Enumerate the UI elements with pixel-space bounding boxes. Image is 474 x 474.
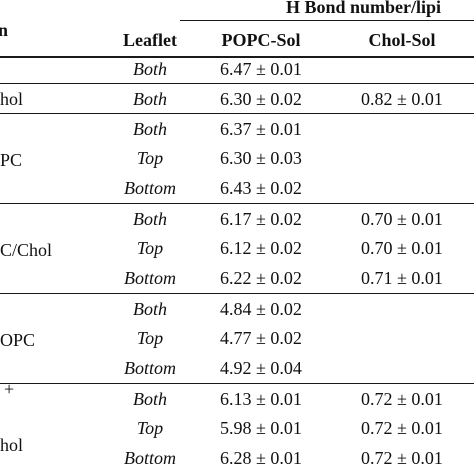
cell-popc-sol: 4.77 ± 0.02 [220, 328, 302, 348]
cell-leaflet: Both [133, 59, 167, 79]
cell-popc-sol: 6.43 ± 0.02 [220, 178, 302, 198]
group-divider [0, 203, 474, 204]
system-label: PC [0, 150, 23, 170]
column-header-chol-sol: Chol-Sol [368, 30, 436, 50]
cell-popc-sol: 4.92 ± 0.04 [220, 358, 302, 378]
cell-popc-sol: 6.12 ± 0.02 [220, 238, 302, 258]
group-divider [0, 383, 474, 384]
header-group-rule [180, 20, 474, 21]
cell-leaflet: Both [133, 119, 167, 139]
cell-popc-sol: 6.22 ± 0.02 [220, 268, 302, 288]
cell-leaflet: Bottom [124, 358, 176, 378]
cell-popc-sol: 6.30 ± 0.02 [220, 89, 302, 109]
system-label-line2: hol [0, 435, 24, 455]
group-divider [0, 293, 474, 294]
cell-popc-sol: 5.98 ± 0.01 [220, 418, 302, 438]
cell-popc-sol: 6.30 ± 0.03 [220, 148, 302, 168]
cell-leaflet: Both [133, 209, 167, 229]
cell-leaflet: Top [136, 238, 164, 258]
cell-leaflet: Bottom [124, 448, 176, 468]
system-label-line1: + [4, 379, 15, 399]
cell-chol-sol: 0.82 ± 0.01 [361, 89, 443, 109]
system-label: C/Chol [0, 240, 53, 260]
system-label: OPC [0, 330, 36, 350]
cell-leaflet: Top [136, 418, 164, 438]
header-bottom-rule [0, 56, 474, 58]
cell-chol-sol: 0.72 ± 0.01 [361, 448, 443, 468]
system-label: hol [0, 89, 24, 109]
cell-leaflet: Both [133, 389, 167, 409]
cell-leaflet: Both [133, 89, 167, 109]
cell-leaflet: Both [133, 299, 167, 319]
group-divider [0, 83, 474, 84]
column-header-popc-sol: POPC-Sol [221, 30, 301, 50]
cell-chol-sol: 0.72 ± 0.01 [361, 418, 443, 438]
cell-popc-sol: 6.13 ± 0.01 [220, 389, 302, 409]
cell-popc-sol: 6.47 ± 0.01 [220, 59, 302, 79]
cell-leaflet: Top [136, 148, 164, 168]
group-divider [0, 113, 474, 114]
cell-leaflet: Top [136, 328, 164, 348]
cell-popc-sol: 6.37 ± 0.01 [220, 119, 302, 139]
cell-leaflet: Bottom [124, 268, 176, 288]
cell-chol-sol: 0.72 ± 0.01 [361, 389, 443, 409]
cell-chol-sol: 0.71 ± 0.01 [361, 268, 443, 288]
column-header-leaflet: Leaflet [123, 30, 177, 50]
header-left-label: n [0, 20, 9, 40]
cell-leaflet: Bottom [124, 178, 176, 198]
cell-popc-sol: 6.17 ± 0.02 [220, 209, 302, 229]
header-group-label: H Bond number/lipi [286, 0, 442, 17]
cell-popc-sol: 4.84 ± 0.02 [220, 299, 302, 319]
cell-chol-sol: 0.70 ± 0.01 [361, 238, 443, 258]
cell-chol-sol: 0.70 ± 0.01 [361, 209, 443, 229]
cell-popc-sol: 6.28 ± 0.01 [220, 448, 302, 468]
